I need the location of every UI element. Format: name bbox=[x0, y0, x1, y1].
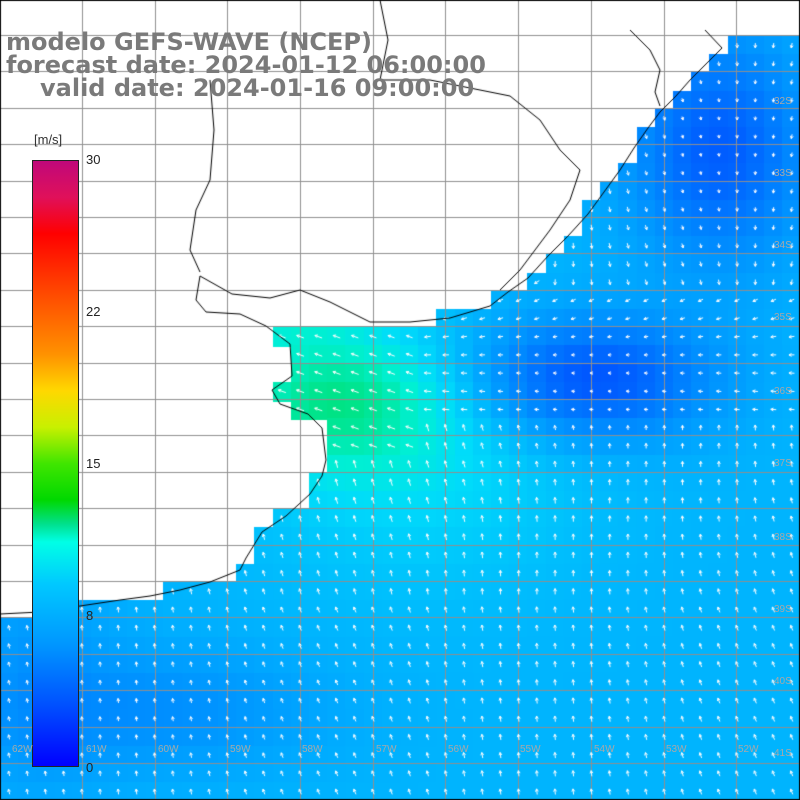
colorbar-tick-30: 30 bbox=[86, 152, 101, 167]
forecast-date: forecast date: 2024-01-12 06:00:00 bbox=[6, 51, 486, 79]
colorbar-tick-0: 0 bbox=[86, 760, 94, 775]
lat-label: 34S bbox=[774, 240, 792, 251]
lat-label: 35S bbox=[774, 312, 792, 323]
lat-label: 37S bbox=[774, 458, 792, 469]
lat-label: 32S bbox=[774, 96, 792, 107]
lon-label: 56W bbox=[448, 744, 469, 755]
lon-label: 54W bbox=[594, 744, 615, 755]
lon-label: 61W bbox=[86, 744, 107, 755]
lat-label: 40S bbox=[774, 676, 792, 687]
lat-label: 36S bbox=[774, 386, 792, 397]
lon-label: 59W bbox=[230, 744, 251, 755]
lon-label: 58W bbox=[302, 744, 323, 755]
colorbar-tick-15: 15 bbox=[86, 456, 101, 471]
lon-label: 57W bbox=[376, 744, 397, 755]
lon-label: 60W bbox=[158, 744, 179, 755]
lon-label: 52W bbox=[738, 744, 759, 755]
lat-label: 38S bbox=[774, 532, 792, 543]
colorbar bbox=[32, 160, 79, 767]
colorbar-tick-22: 22 bbox=[86, 304, 101, 319]
lat-label: 41S bbox=[774, 748, 792, 759]
lon-label: 55W bbox=[520, 744, 541, 755]
lon-label: 62W bbox=[12, 744, 33, 755]
lon-label: 53W bbox=[666, 744, 687, 755]
colorbar-tick-8: 8 bbox=[86, 608, 94, 623]
valid-date: valid date: 2024-01-16 09:00:00 bbox=[40, 74, 475, 102]
model-title: modelo GEFS-WAVE (NCEP) bbox=[6, 28, 372, 56]
lat-label: 33S bbox=[774, 168, 792, 179]
lat-label: 39S bbox=[774, 604, 792, 615]
colorbar-unit: [m/s] bbox=[34, 132, 63, 147]
